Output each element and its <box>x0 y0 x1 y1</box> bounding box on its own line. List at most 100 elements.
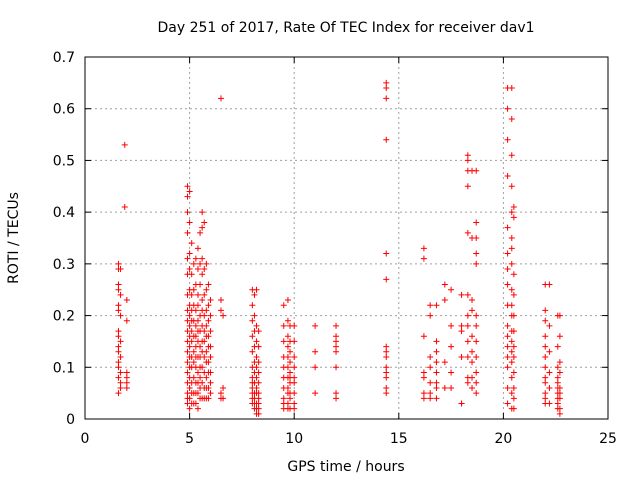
data-point <box>194 405 201 412</box>
data-point <box>546 281 553 288</box>
data-point <box>220 312 227 319</box>
data-point <box>291 390 298 397</box>
data-point <box>333 322 340 329</box>
data-point <box>186 343 193 350</box>
x-tick-label: 15 <box>390 431 408 447</box>
data-point <box>291 405 298 412</box>
data-point <box>504 400 511 407</box>
data-point <box>207 379 214 386</box>
data-point <box>117 291 124 298</box>
data-point <box>117 384 124 391</box>
data-point <box>188 291 195 298</box>
data-point <box>333 348 340 355</box>
data-point <box>420 245 427 252</box>
data-point <box>312 364 319 371</box>
y-tick-label: 0.6 <box>53 102 75 118</box>
data-point <box>448 384 455 391</box>
data-point <box>383 136 390 143</box>
data-point <box>184 193 191 200</box>
data-point <box>383 95 390 102</box>
data-point <box>117 266 124 273</box>
data-point <box>508 338 515 345</box>
data-point <box>115 260 122 267</box>
data-point <box>554 374 561 381</box>
data-point <box>427 312 434 319</box>
data-point <box>458 400 465 407</box>
data-point <box>121 203 128 210</box>
data-point <box>186 266 193 273</box>
data-point <box>473 390 480 397</box>
data-point <box>510 214 517 221</box>
data-point <box>504 353 511 360</box>
data-point <box>510 312 517 319</box>
data-point <box>542 395 549 402</box>
data-point <box>473 219 480 226</box>
data-point <box>197 281 204 288</box>
data-point <box>186 219 193 226</box>
data-point <box>255 405 262 412</box>
data-point <box>508 390 515 397</box>
data-point <box>117 379 124 386</box>
data-point <box>115 328 122 335</box>
y-tick-label: 0.3 <box>53 257 75 273</box>
data-point <box>291 364 298 371</box>
data-point <box>420 255 427 262</box>
data-point <box>448 322 455 329</box>
data-point <box>201 328 208 335</box>
data-point <box>473 369 480 376</box>
data-point <box>188 240 195 247</box>
data-point <box>253 338 260 345</box>
data-point <box>249 348 256 355</box>
data-point <box>510 384 517 391</box>
data-point <box>383 348 390 355</box>
data-point <box>203 286 210 293</box>
data-point <box>203 374 210 381</box>
data-point <box>473 379 480 386</box>
data-point <box>333 395 340 402</box>
data-point <box>203 260 210 267</box>
data-point <box>473 235 480 241</box>
data-point <box>186 384 193 391</box>
data-point <box>473 338 480 345</box>
data-point <box>184 359 191 366</box>
data-point <box>203 348 210 355</box>
y-axis-tick-labels: 0 0.1 0.2 0.3 0.4 0.5 0.6 0.7 <box>53 50 75 428</box>
data-point <box>207 353 214 360</box>
data-point <box>115 333 122 340</box>
data-point <box>115 343 122 350</box>
data-point <box>433 338 440 345</box>
data-point <box>291 374 298 381</box>
data-point <box>255 379 262 386</box>
data-point <box>115 374 122 381</box>
data-point <box>448 369 455 376</box>
data-point <box>287 359 294 366</box>
data-point <box>197 260 204 267</box>
data-point <box>510 328 517 335</box>
data-point <box>556 395 563 402</box>
data-point <box>192 333 199 340</box>
data-point <box>220 395 227 402</box>
data-point <box>253 384 260 391</box>
data-point <box>464 183 471 190</box>
data-point <box>312 322 319 329</box>
data-point <box>184 209 191 216</box>
data-point <box>115 286 122 293</box>
data-point <box>556 312 563 319</box>
data-point <box>546 322 553 329</box>
data-point <box>123 379 130 386</box>
data-point <box>458 353 465 360</box>
data-point <box>542 374 549 381</box>
data-point <box>508 152 515 159</box>
data-point <box>255 410 262 417</box>
data-point <box>253 374 260 381</box>
data-point <box>420 395 427 402</box>
data-point <box>117 353 124 360</box>
data-point <box>121 141 128 148</box>
data-point <box>284 297 291 304</box>
data-point <box>207 343 214 350</box>
data-point <box>194 390 201 397</box>
data-point <box>473 260 480 267</box>
data-point <box>420 374 427 381</box>
y-tick-label: 0.4 <box>53 205 75 221</box>
data-point <box>542 333 549 340</box>
